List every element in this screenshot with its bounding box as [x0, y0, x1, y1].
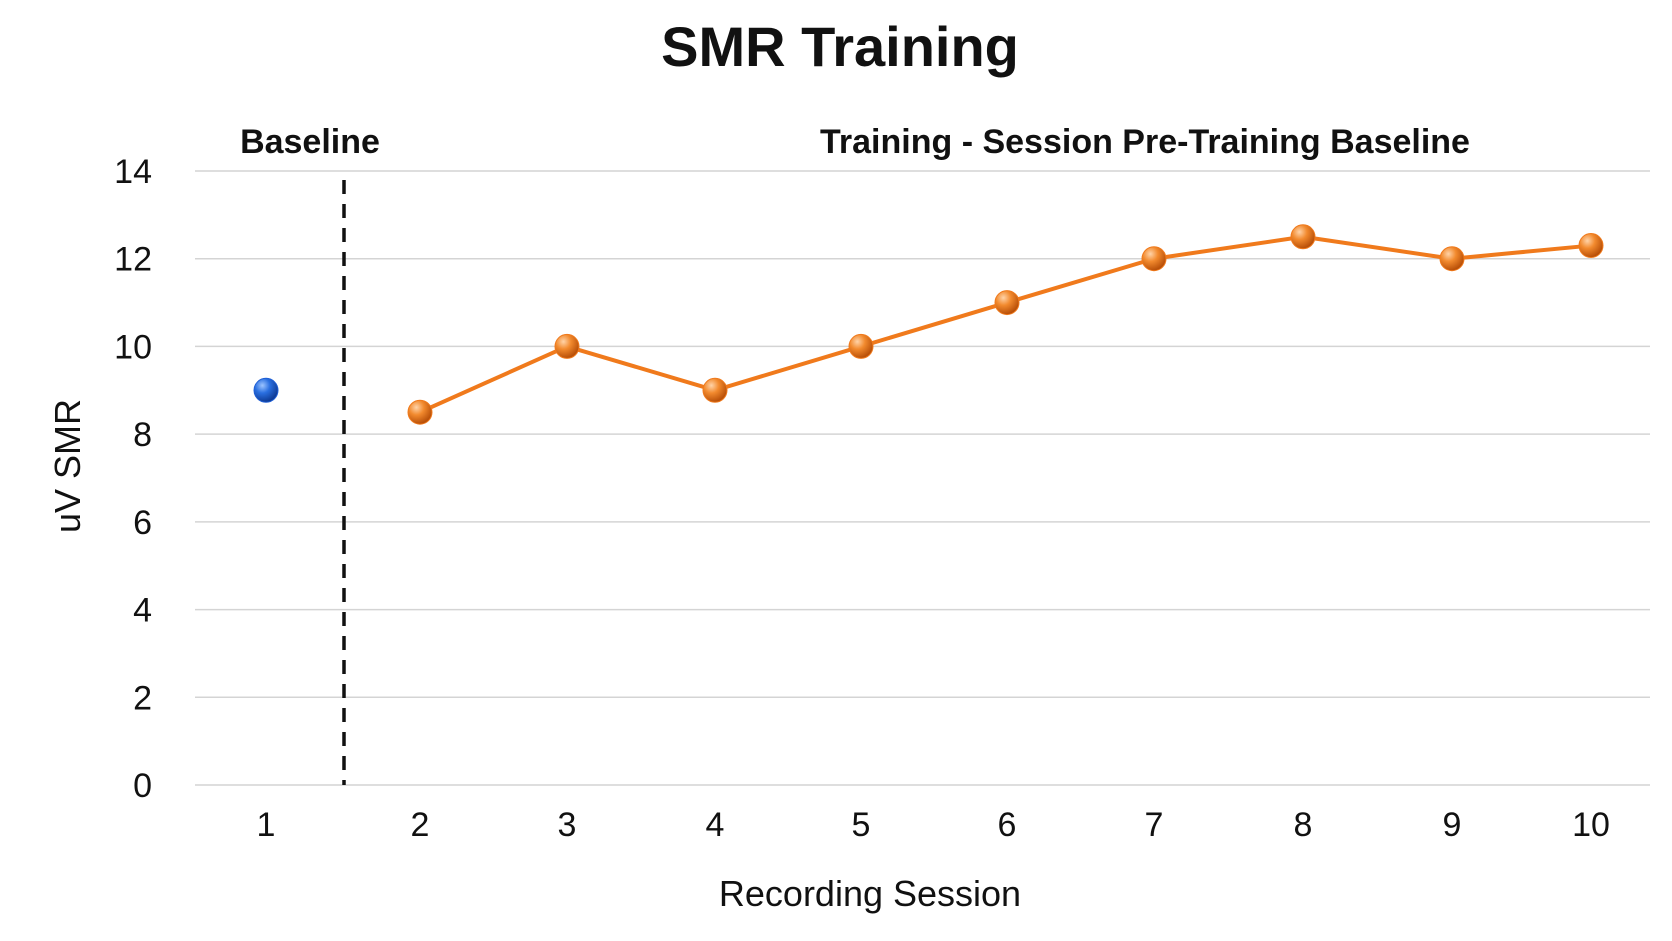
data-point [253, 377, 279, 403]
x-tick-label: 3 [558, 806, 577, 844]
region-label-training: Training - Session Pre-Training Baseline [820, 123, 1470, 161]
data-point [1578, 233, 1604, 259]
data-point [994, 290, 1020, 316]
y-tick-label: 6 [133, 504, 152, 542]
data-point [1290, 224, 1316, 250]
x-tick-label: 1 [257, 806, 276, 844]
x-tick-label: 2 [411, 806, 430, 844]
y-axis-tick-labels: 0 2 4 6 8 10 12 14 [114, 153, 152, 805]
y-axis-label: uV SMR [47, 399, 88, 533]
y-tick-label: 12 [114, 241, 152, 279]
data-point [554, 333, 580, 359]
x-tick-label: 6 [998, 806, 1017, 844]
y-tick-label: 2 [133, 679, 152, 717]
data-point [1141, 246, 1167, 272]
x-tick-label: 8 [1294, 806, 1313, 844]
data-point [407, 399, 433, 425]
y-tick-label: 8 [133, 416, 152, 454]
x-tick-label: 7 [1145, 806, 1164, 844]
x-axis-label: Recording Session [719, 873, 1021, 914]
data-point [848, 333, 874, 359]
y-tick-label: 14 [114, 153, 152, 191]
data-point [702, 377, 728, 403]
gridlines [195, 170, 1650, 786]
x-tick-label: 5 [852, 806, 871, 844]
x-tick-label: 4 [706, 806, 725, 844]
region-label-baseline: Baseline [240, 123, 380, 161]
x-tick-label: 9 [1443, 806, 1462, 844]
series-line-1 [419, 234, 1592, 415]
y-tick-label: 10 [114, 328, 152, 366]
data-point [1439, 246, 1465, 272]
y-tick-label: 4 [133, 592, 152, 630]
x-tick-label: 10 [1572, 806, 1610, 844]
series-layer [253, 224, 1604, 425]
x-axis-tick-labels: 1 2 3 4 5 6 7 8 9 10 [257, 806, 1610, 844]
y-tick-label: 0 [133, 767, 152, 805]
chart-title: SMR Training [661, 15, 1019, 78]
